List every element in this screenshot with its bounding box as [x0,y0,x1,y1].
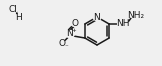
Ellipse shape [65,30,74,37]
Ellipse shape [118,21,129,28]
Text: O: O [71,18,78,28]
Text: Cl: Cl [9,4,17,14]
Text: N: N [94,12,100,22]
Ellipse shape [8,5,18,12]
Text: NH₂: NH₂ [127,10,145,19]
Ellipse shape [15,15,21,22]
Text: +: + [72,28,76,33]
Ellipse shape [71,19,79,27]
Text: H: H [15,14,21,23]
Text: N: N [66,30,73,38]
Ellipse shape [58,41,66,48]
Text: NH: NH [116,19,130,29]
Ellipse shape [130,11,142,18]
Text: O: O [58,39,65,49]
Text: ⁻: ⁻ [64,44,68,50]
Ellipse shape [93,14,101,21]
